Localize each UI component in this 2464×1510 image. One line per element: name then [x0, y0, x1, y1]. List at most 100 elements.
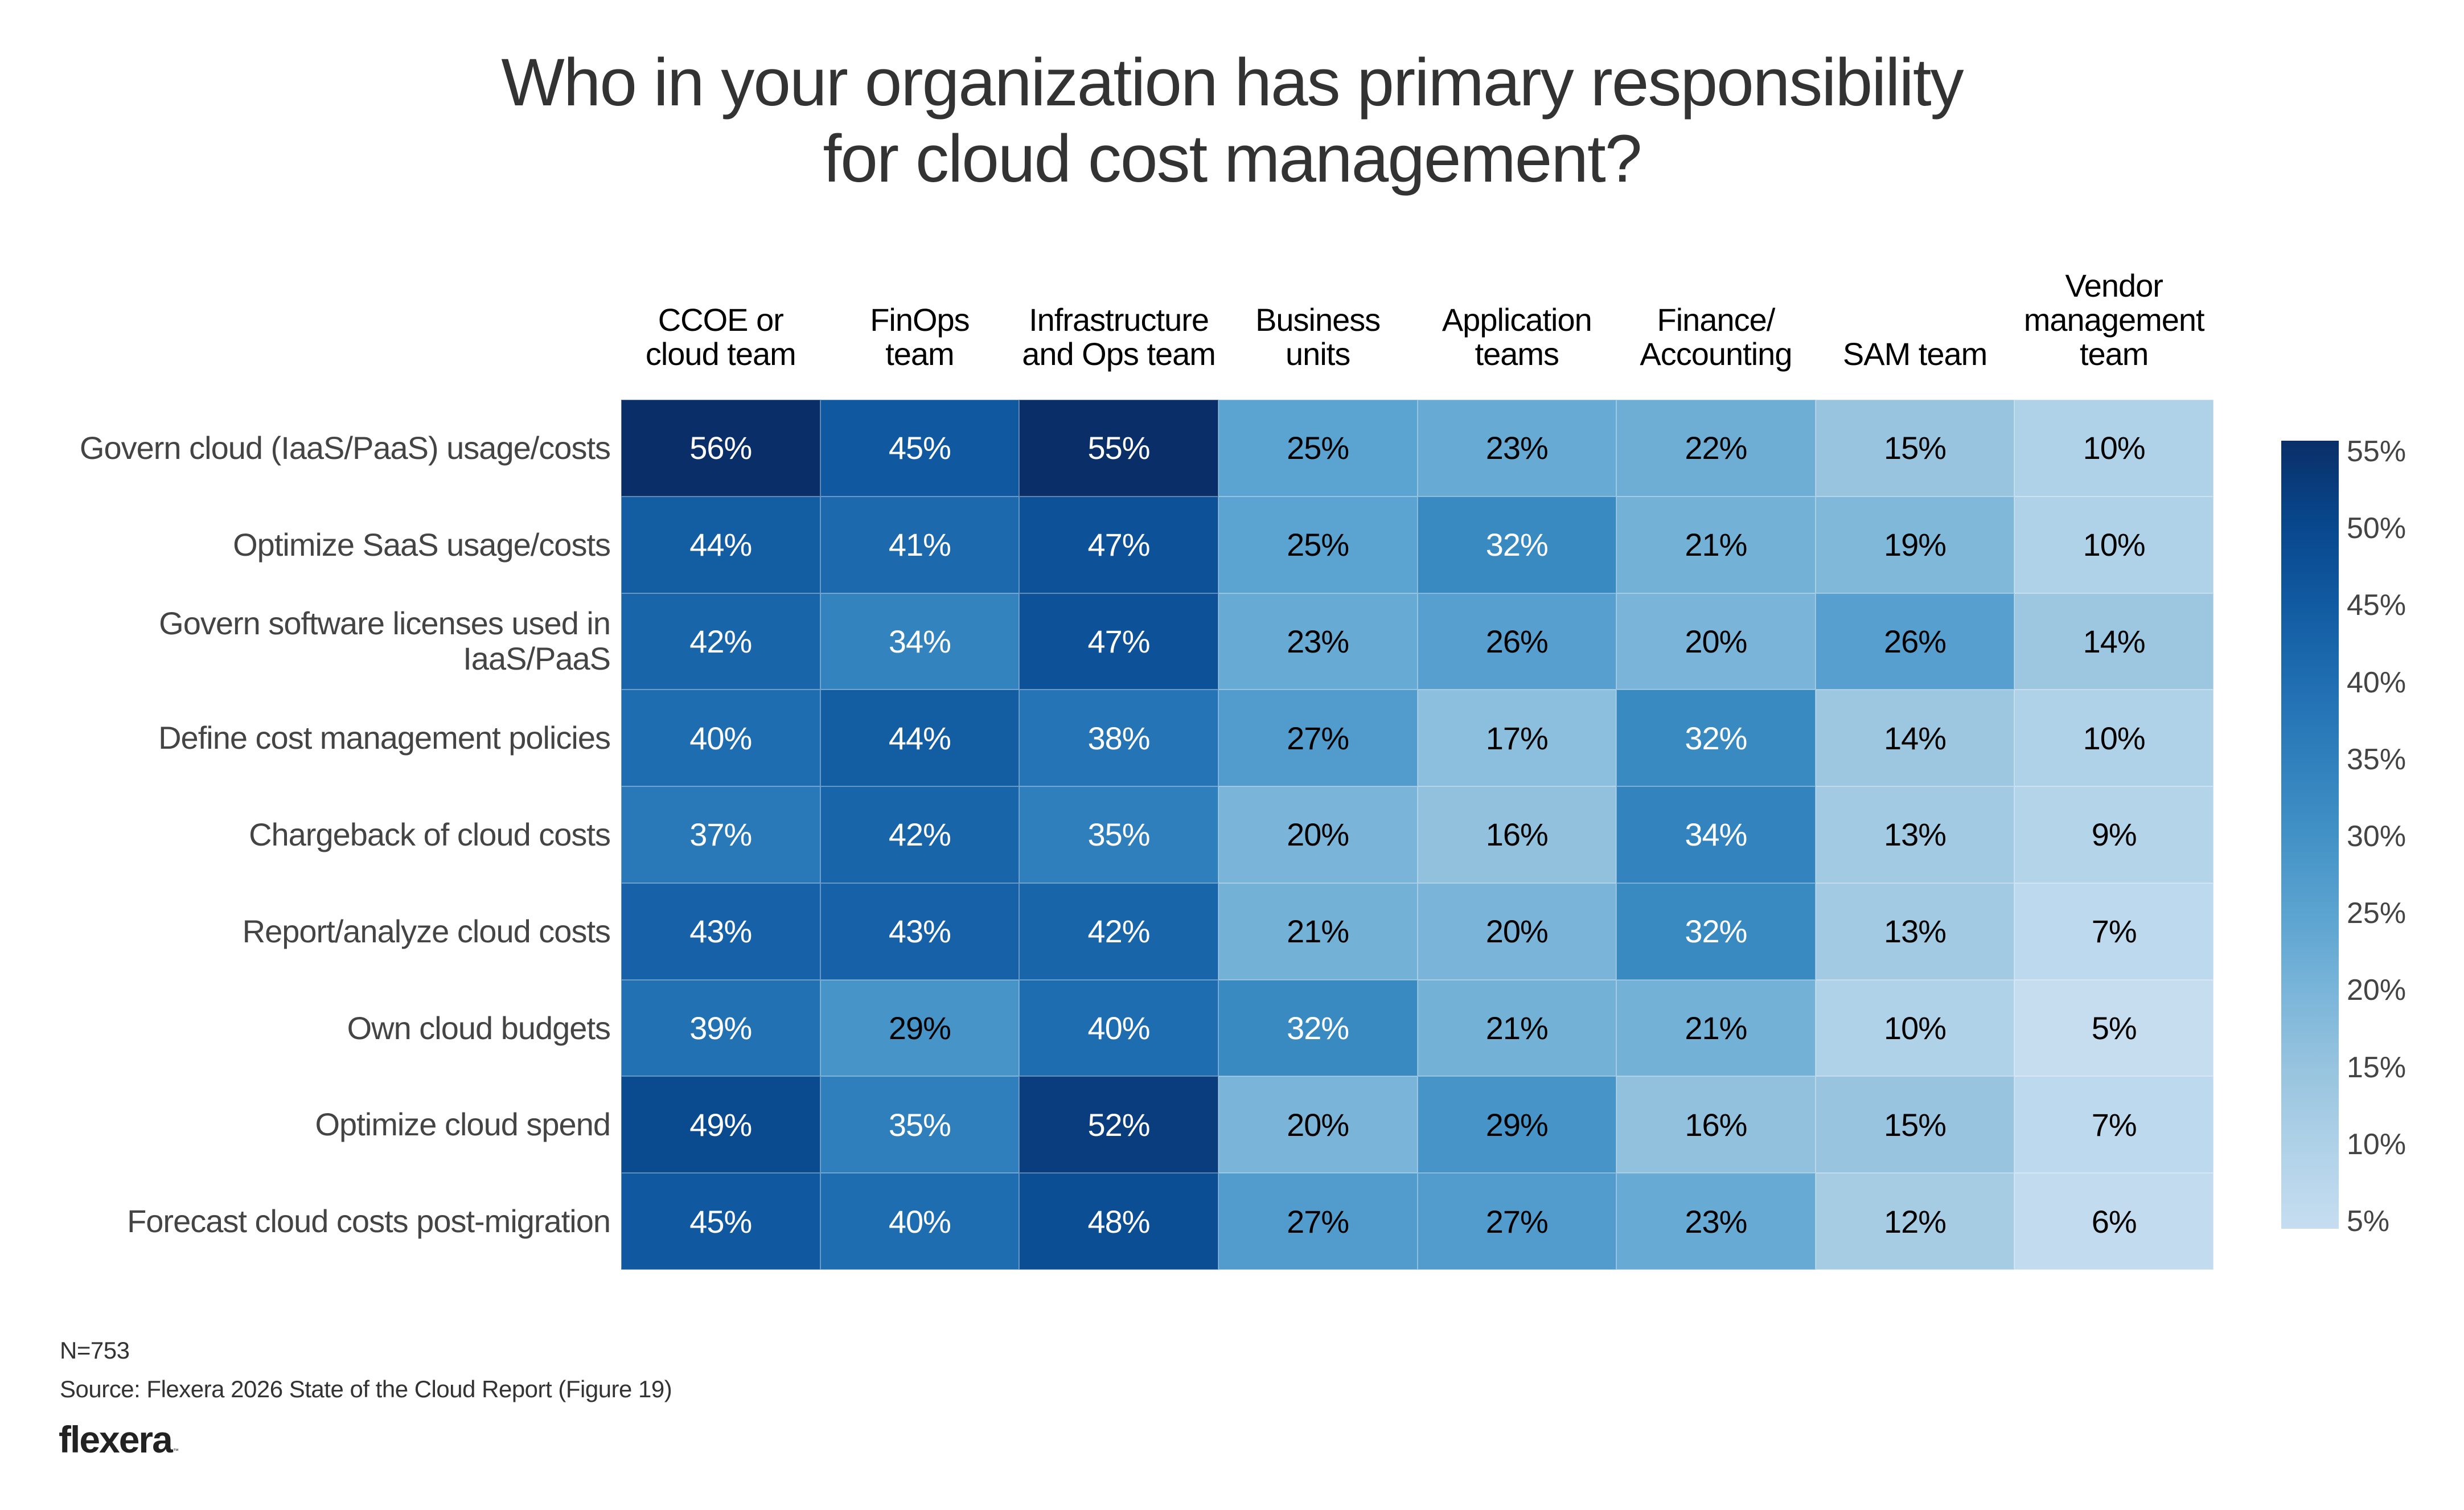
cell-value-label: 29% — [1485, 1106, 1549, 1143]
cell-value-label: 26% — [1884, 623, 1946, 659]
heatmap-cell: 47% — [1019, 496, 1218, 593]
heatmap-cell: 32% — [1218, 979, 1418, 1077]
column-header-line: team — [885, 336, 954, 372]
heatmap-cell: 32% — [1616, 883, 1816, 980]
cell-value-label: 41% — [888, 527, 951, 563]
cell-value-label: 21% — [1485, 1010, 1549, 1047]
heatmap-cell: 27% — [1417, 1173, 1617, 1270]
heatmap-cell: 21% — [1616, 979, 1816, 1077]
heatmap-cell: 35% — [820, 1076, 1020, 1173]
row-header-line: Optimize cloud spend — [315, 1106, 611, 1143]
colorbar-tick-label: 20% — [2347, 974, 2406, 1007]
heatmap-cell: 14% — [1815, 690, 2015, 787]
cell-value-label: 12% — [1884, 1203, 1946, 1240]
heatmap-cell: 21% — [1417, 979, 1617, 1077]
heatmap-cell: 47% — [1019, 593, 1218, 690]
heatmap-cell: 10% — [1815, 979, 2015, 1077]
cell-value-label: 23% — [1485, 430, 1549, 466]
colorbar-tick-label: 5% — [2347, 1205, 2390, 1238]
column-header: Finance/Accounting — [1616, 251, 1816, 371]
column-header: FinOps team — [820, 251, 1020, 371]
chart-title: Who in your organization has primary res… — [0, 44, 2464, 197]
column-header-line: and Ops team — [1022, 336, 1216, 372]
cell-value-label: 52% — [1087, 1106, 1151, 1143]
cell-value-label: 23% — [1287, 623, 1349, 659]
colorbar-tick-label: 40% — [2347, 666, 2406, 699]
heatmap-cell: 13% — [1815, 883, 2015, 980]
column-header-line: Infrastructure — [1029, 302, 1209, 338]
row-header-line: IaaS/PaaS — [463, 641, 611, 677]
cell-value-label: 23% — [1685, 1203, 1747, 1240]
heatmap-cell: 52% — [1019, 1076, 1218, 1173]
heatmap-cell: 20% — [1218, 786, 1418, 883]
sample-size-note: N=753 — [60, 1337, 130, 1364]
cell-value-label: 27% — [1287, 1203, 1349, 1240]
row-header: Optimize SaaS usage/costs — [34, 497, 611, 593]
cell-value-label: 20% — [1287, 816, 1349, 853]
heatmap-cell: 6% — [2014, 1173, 2214, 1270]
cell-value-label: 42% — [689, 623, 752, 659]
heatmap-cell: 19% — [1815, 496, 2015, 593]
row-header: Optimize cloud spend — [34, 1076, 611, 1173]
cell-value-label: 40% — [1087, 1010, 1151, 1047]
cell-value-label: 20% — [1685, 623, 1747, 659]
heatmap-cell: 12% — [1815, 1173, 2015, 1270]
cell-value-label: 25% — [1287, 527, 1349, 563]
heatmap-cell: 40% — [1019, 979, 1218, 1077]
cell-value-label: 20% — [1287, 1106, 1349, 1143]
cell-value-label: 16% — [1685, 1106, 1747, 1143]
row-header: Define cost management policies — [34, 690, 611, 786]
heatmap-cell: 45% — [820, 400, 1020, 497]
column-header-line: teams — [1475, 336, 1559, 372]
cell-value-label: 32% — [1287, 1010, 1349, 1047]
colorbar-tick-label: 10% — [2347, 1127, 2406, 1161]
heatmap-cell: 20% — [1218, 1076, 1418, 1173]
cell-value-label: 16% — [1485, 816, 1549, 853]
column-header-line: Finance/ — [1657, 302, 1776, 338]
cell-value-label: 25% — [1287, 430, 1349, 466]
row-header-line: Optimize SaaS usage/costs — [233, 526, 611, 563]
heatmap-cell: 55% — [1019, 400, 1218, 497]
column-header-line: Business — [1255, 302, 1381, 338]
heatmap-cell: 23% — [1218, 593, 1418, 690]
logo-text: flexera — [59, 1418, 173, 1460]
heatmap-cell: 10% — [2014, 496, 2214, 593]
column-header-line: FinOps — [870, 302, 970, 338]
heatmap-cell: 20% — [1417, 883, 1617, 980]
cell-value-label: 49% — [689, 1106, 752, 1143]
heatmap-cell: 7% — [2014, 883, 2214, 980]
cell-value-label: 38% — [1087, 720, 1151, 756]
cell-value-label: 32% — [1685, 913, 1747, 950]
heatmap-cell: 38% — [1019, 690, 1218, 787]
cell-value-label: 6% — [2091, 1203, 2137, 1240]
heatmap-cell: 15% — [1815, 1076, 2015, 1173]
heatmap-cell: 39% — [621, 979, 820, 1077]
heatmap-cell: 25% — [1218, 496, 1418, 593]
heatmap-cell: 49% — [621, 1076, 820, 1173]
heatmap-cell: 48% — [1019, 1173, 1218, 1270]
cell-value-label: 15% — [1884, 430, 1946, 466]
heatmap-cell: 32% — [1616, 690, 1816, 787]
heatmap-cell: 43% — [820, 883, 1020, 980]
heatmap-cell: 42% — [820, 786, 1020, 883]
heatmap-cell: 16% — [1616, 1076, 1816, 1173]
colorbar-tick-label: 25% — [2347, 897, 2406, 930]
heatmap-cell: 5% — [2014, 979, 2214, 1077]
heatmap-cell: 22% — [1616, 400, 1816, 497]
column-header-line: Vendor — [2065, 268, 2163, 303]
heatmap-cell: 45% — [621, 1173, 820, 1270]
row-header-line: Report/analyze cloud costs — [242, 913, 611, 949]
cell-value-label: 34% — [1685, 816, 1747, 853]
flexera-logo: flexera ™ — [59, 1418, 179, 1461]
heatmap-cell: 37% — [621, 786, 820, 883]
row-header-line: Govern cloud (IaaS/PaaS) usage/costs — [79, 429, 611, 466]
column-header: Infrastructure and Ops team — [1019, 251, 1218, 371]
heatmap-cell: 29% — [1417, 1076, 1617, 1173]
heatmap-cell: 23% — [1616, 1173, 1816, 1270]
cell-value-label: 42% — [1087, 913, 1151, 950]
heatmap-cell: 21% — [1218, 883, 1418, 980]
heatmap-cell: 44% — [621, 496, 820, 593]
cell-value-label: 14% — [2083, 623, 2146, 659]
cell-value-label: 45% — [888, 430, 951, 466]
cell-value-label: 21% — [1685, 527, 1747, 563]
